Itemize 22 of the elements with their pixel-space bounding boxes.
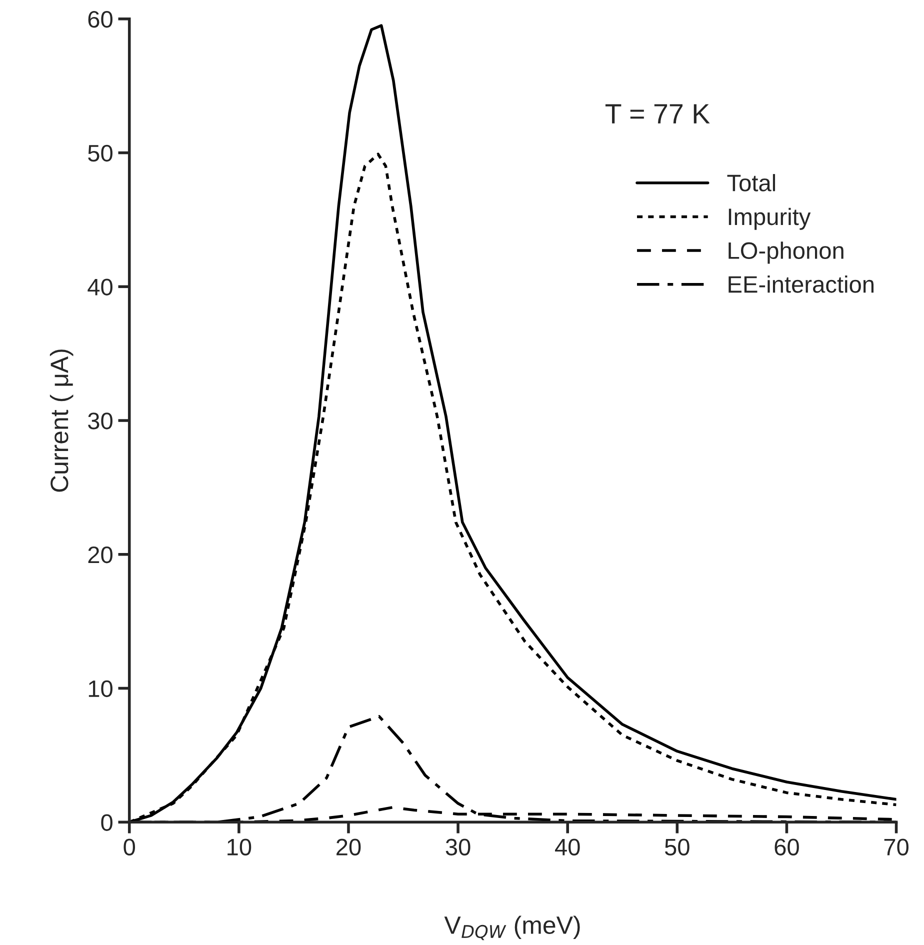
legend-label: LO-phonon — [728, 242, 844, 264]
annotation: T = 77 K — [605, 104, 710, 124]
x-tick-label: 0 — [124, 838, 136, 856]
x-tick-label: 70 — [884, 838, 908, 856]
x-tick-label: 50 — [664, 838, 690, 856]
x-tick-label: 60 — [774, 838, 799, 856]
y-tick-label: 10 — [88, 680, 112, 698]
x-axis-title: V$_{DQW}$ (meV) — [444, 916, 580, 940]
legend-label: Total — [727, 174, 776, 192]
y-tick-label: 0 — [101, 814, 112, 831]
y-tick-label: 60 — [88, 10, 112, 28]
x-tick-label: 10 — [228, 838, 252, 856]
x-tick-label: 40 — [555, 838, 580, 856]
legend-label: Impurity — [728, 208, 811, 230]
x-tick-label: 20 — [336, 838, 361, 856]
y-tick-label: 20 — [88, 546, 112, 564]
x-tick-label: 30 — [446, 838, 470, 856]
y-tick-label: 30 — [88, 412, 112, 430]
y-tick-label: 50 — [88, 144, 112, 162]
legend-label: EE-interaction — [728, 275, 874, 293]
y-tick-label: 40 — [88, 278, 112, 296]
y-axis-title: Current ( μA) — [50, 350, 74, 492]
